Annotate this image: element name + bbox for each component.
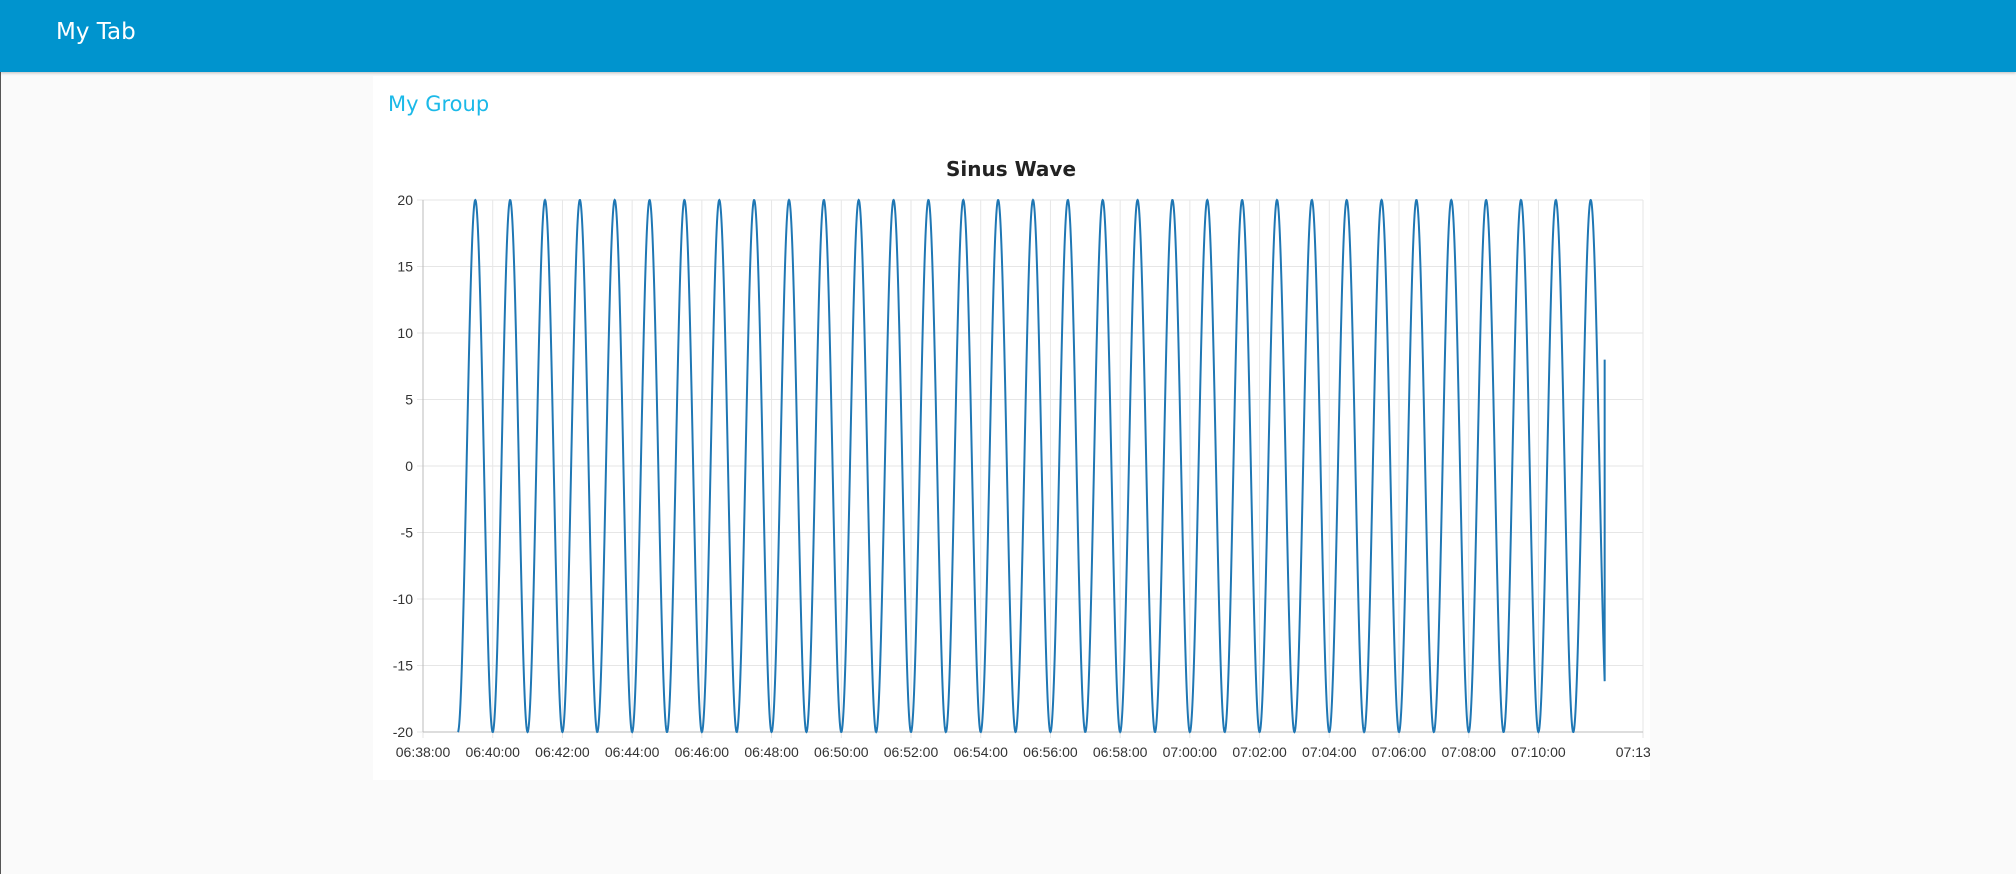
x-tick-label: 06:42:00 [535, 744, 590, 760]
y-tick-label: 10 [397, 325, 413, 341]
x-tick-label: 07:10:00 [1511, 744, 1566, 760]
chart-title: Sinus Wave [946, 157, 1076, 181]
y-tick-label: 20 [397, 192, 413, 208]
x-tick-label: 06:46:00 [675, 744, 730, 760]
x-tick-label: 07:08:00 [1441, 744, 1496, 760]
tab-title: My Tab [56, 19, 136, 45]
x-tick-label: 06:40:00 [465, 744, 520, 760]
y-tick-label: -5 [401, 525, 414, 541]
x-tick-label: 07:04:00 [1302, 744, 1357, 760]
chart-axes [422, 200, 1643, 733]
y-tick-label: 15 [397, 259, 413, 275]
x-axis-labels: 06:38:00 06:40:00 06:42:00 06:44:00 06:46:00… [396, 744, 1650, 760]
dashboard-toolbar: My Tab [0, 0, 2016, 72]
y-tick-label: -20 [393, 724, 413, 740]
x-tick-label: 06:58:00 [1093, 744, 1148, 760]
y-tick-label: 0 [405, 458, 413, 474]
x-tick-label: 07:00:00 [1163, 744, 1218, 760]
x-tick-label: 07:13:00 [1616, 744, 1650, 760]
y-tick-label: -15 [393, 658, 413, 674]
x-tick-label: 06:44:00 [605, 744, 660, 760]
group-title: My Group [388, 92, 490, 116]
group-card: My Group Sinus Wave 20 15 10 5 0 -5 -10 -15 -20 … [373, 76, 1650, 780]
y-axis-labels: 20 15 10 5 0 -5 -10 -15 -20 [393, 192, 413, 740]
window-left-border [0, 0, 1, 874]
x-tick-label: 06:52:00 [884, 744, 939, 760]
x-tick-label: 06:48:00 [744, 744, 799, 760]
x-tick-label: 07:06:00 [1372, 744, 1427, 760]
x-tick-label: 06:56:00 [1023, 744, 1078, 760]
y-tick-label: 5 [405, 392, 413, 408]
x-tick-label: 06:38:00 [396, 744, 451, 760]
x-tick-label: 07:02:00 [1232, 744, 1287, 760]
x-tick-label: 06:50:00 [814, 744, 869, 760]
series-line [457, 198, 1606, 734]
y-tick-label: -10 [393, 591, 413, 607]
x-tick-label: 06:54:00 [953, 744, 1008, 760]
